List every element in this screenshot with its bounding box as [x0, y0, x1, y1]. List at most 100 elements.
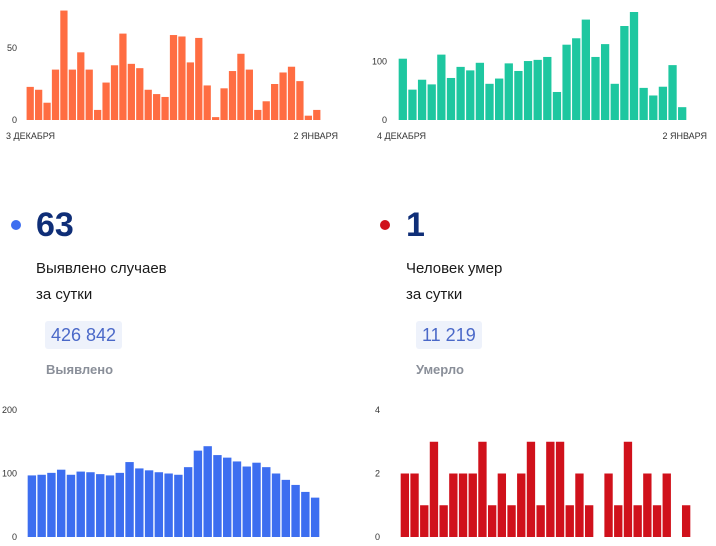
chart-bottom-left: 200 100 0	[0, 400, 340, 546]
bottom-left-bar	[271, 473, 281, 537]
bottom-left-bar	[76, 471, 85, 537]
top-right-bar	[600, 44, 610, 120]
top-left-bar	[304, 115, 312, 120]
top-right-bar	[591, 56, 600, 120]
top-left-bar	[43, 102, 51, 120]
deaths-total-caption: Умерло	[416, 362, 464, 377]
top-left-bar	[178, 36, 186, 121]
bottom-right-bar	[575, 473, 584, 537]
bottom-right-bar	[643, 473, 652, 537]
top-right-bar	[408, 89, 417, 120]
bottom-left-bar	[96, 474, 105, 537]
top-left-bar	[237, 53, 245, 121]
bottom-right-bar	[536, 505, 545, 537]
bottom-left-bar	[291, 484, 300, 537]
bottom-left-bar	[193, 450, 203, 537]
top-left-bar	[287, 66, 296, 120]
top-right-bar	[639, 87, 648, 120]
bottom-right-bar	[439, 505, 448, 537]
top-right-bar	[552, 91, 562, 120]
top-left-bar	[279, 72, 287, 120]
top-left-bar	[245, 69, 253, 120]
cases-total: 426 842	[45, 321, 123, 349]
bottom-right-bar	[555, 441, 565, 537]
bottom-left-bar	[174, 474, 183, 537]
bottom-left-bar	[203, 446, 212, 537]
bottom-right-bar	[458, 473, 468, 537]
bottom-left-bar	[164, 473, 173, 537]
bottom-left-bar	[301, 491, 310, 537]
bottom-right-bar	[468, 473, 477, 537]
chart-bottom-right: 4 2 0	[366, 400, 706, 546]
deaths-label-line1: Человек умер	[406, 260, 503, 277]
bottom-right-bar	[662, 473, 671, 537]
bottom-left-bar	[154, 472, 164, 537]
bottom-right-bar	[410, 473, 419, 537]
top-left-bar	[119, 33, 127, 120]
bottom-right-bar	[614, 505, 623, 537]
top-left-bar	[144, 89, 152, 120]
bottom-right-ytick-label: 2	[375, 469, 380, 479]
top-right-bar	[658, 86, 668, 120]
top-right-x-end-label: 2 ЯНВАРЯ	[662, 131, 707, 141]
top-left-bar	[153, 94, 161, 120]
bottom-right-bar	[400, 473, 410, 537]
deaths-total: 11 219	[416, 321, 482, 349]
top-right-bar	[668, 65, 677, 120]
bottom-left-bar	[105, 475, 115, 537]
top-left-bar	[68, 69, 76, 120]
bottom-left-bar	[86, 472, 95, 537]
top-left-bar	[228, 71, 237, 120]
top-left-bar	[51, 69, 60, 120]
bottom-left-bar	[125, 462, 134, 537]
chart-bottom-right-svg: 4 2 0	[375, 405, 691, 542]
top-right-ytick-label: 100	[372, 57, 387, 67]
bottom-right-ytick-label: 4	[375, 405, 380, 415]
top-right-bar	[398, 58, 407, 120]
bottom-left-bar	[262, 467, 271, 537]
bottom-right-bar	[507, 505, 516, 537]
bottom-left-ytick-label: 0	[12, 532, 17, 542]
top-left-bar	[102, 82, 110, 120]
top-left-bar	[77, 52, 85, 120]
bottom-right-bar	[584, 505, 594, 537]
top-right-bar	[437, 54, 446, 121]
bottom-left-bar	[66, 474, 76, 537]
bottom-left-ytick-label: 100	[2, 469, 17, 479]
top-right-bar	[485, 83, 494, 120]
chart-top-right-svg: 100 0 4 ДЕКАБРЯ 2 ЯНВАРЯ	[372, 12, 707, 141]
bottom-right-bar	[604, 473, 613, 537]
top-left-bar	[271, 84, 279, 120]
bottom-right-bar	[565, 505, 574, 537]
top-left-bar	[110, 65, 119, 120]
bottom-right-bar	[623, 441, 633, 537]
top-right-bar	[504, 63, 513, 120]
bottom-left-ytick-label: 200	[2, 405, 17, 415]
bottom-left-bar	[27, 475, 37, 537]
bottom-right-bar	[478, 441, 487, 537]
top-right-bar	[427, 84, 436, 120]
deaths-daily-number: 1	[406, 206, 425, 244]
cases-total-caption: Выявлено	[46, 362, 114, 377]
top-left-bar	[136, 68, 144, 120]
bottom-left-bar	[242, 466, 251, 537]
top-right-bar	[446, 77, 456, 120]
top-left-bar	[212, 117, 220, 120]
top-left-bar	[94, 109, 102, 120]
top-right-bar	[581, 19, 590, 121]
top-right-bar	[649, 95, 658, 120]
top-left-bar	[220, 88, 228, 120]
top-right-bar	[543, 56, 552, 120]
top-left-bar	[254, 109, 262, 120]
bottom-right-bar	[497, 473, 507, 537]
top-right-bar	[417, 79, 427, 120]
bottom-left-bar	[144, 470, 154, 537]
bottom-left-bar	[223, 457, 232, 538]
cases-label-line2: за сутки	[36, 286, 93, 303]
bottom-left-bar	[232, 461, 242, 537]
bottom-right-bar	[681, 505, 691, 537]
top-right-x-start-label: 4 ДЕКАБРЯ	[377, 131, 426, 141]
top-left-bar	[195, 37, 203, 120]
cases-label-line1: Выявлено случаев	[36, 260, 167, 277]
top-left-bar	[203, 85, 211, 120]
